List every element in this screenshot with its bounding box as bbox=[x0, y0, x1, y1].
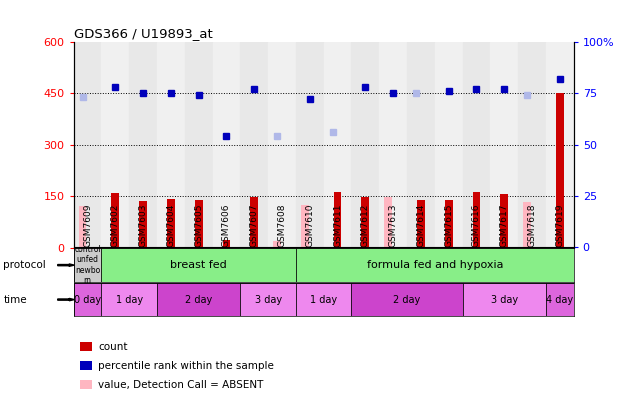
Bar bbox=[185, 42, 213, 248]
Bar bbox=[74, 42, 101, 248]
Bar bbox=[384, 197, 392, 248]
Text: 0 day: 0 day bbox=[74, 295, 101, 305]
Text: 2 day: 2 day bbox=[185, 295, 212, 305]
Bar bbox=[273, 241, 281, 248]
Text: GSM7607: GSM7607 bbox=[250, 203, 259, 247]
Bar bbox=[324, 42, 351, 248]
Bar bbox=[463, 283, 546, 316]
Bar bbox=[157, 42, 185, 248]
Bar bbox=[213, 42, 240, 248]
Bar bbox=[362, 197, 369, 248]
Bar bbox=[445, 200, 453, 248]
Text: GSM7605: GSM7605 bbox=[194, 203, 203, 247]
Bar bbox=[167, 200, 175, 248]
Text: control
unfed
newbo
rn: control unfed newbo rn bbox=[74, 245, 101, 285]
Bar bbox=[101, 42, 129, 248]
Bar bbox=[251, 197, 258, 248]
Text: value, Detection Call = ABSENT: value, Detection Call = ABSENT bbox=[98, 379, 263, 390]
Text: GSM7616: GSM7616 bbox=[472, 203, 481, 247]
Text: GSM7611: GSM7611 bbox=[333, 203, 342, 247]
Text: GSM7608: GSM7608 bbox=[278, 203, 287, 247]
Text: 3 day: 3 day bbox=[491, 295, 518, 305]
Bar bbox=[101, 248, 296, 282]
Bar bbox=[546, 42, 574, 248]
Text: formula fed and hypoxia: formula fed and hypoxia bbox=[367, 260, 503, 270]
Bar bbox=[301, 205, 309, 248]
Text: count: count bbox=[98, 341, 128, 352]
Text: GSM7619: GSM7619 bbox=[555, 203, 564, 247]
Text: GSM7614: GSM7614 bbox=[417, 203, 426, 247]
Bar bbox=[222, 240, 230, 248]
Text: GSM7618: GSM7618 bbox=[528, 203, 537, 247]
Text: GSM7603: GSM7603 bbox=[138, 203, 147, 247]
Text: 3 day: 3 day bbox=[254, 295, 281, 305]
Text: GSM7602: GSM7602 bbox=[111, 203, 120, 247]
Bar bbox=[334, 192, 342, 248]
Bar bbox=[379, 42, 407, 248]
Bar bbox=[79, 206, 87, 248]
Bar bbox=[435, 42, 463, 248]
Bar bbox=[556, 93, 563, 248]
Text: GSM7610: GSM7610 bbox=[305, 203, 314, 247]
Text: breast fed: breast fed bbox=[171, 260, 227, 270]
Bar bbox=[463, 42, 490, 248]
Text: 4 day: 4 day bbox=[546, 295, 573, 305]
Bar bbox=[268, 42, 296, 248]
Bar bbox=[74, 248, 101, 282]
Text: GSM7604: GSM7604 bbox=[167, 203, 176, 247]
Bar bbox=[296, 42, 324, 248]
Text: GSM7606: GSM7606 bbox=[222, 203, 231, 247]
Text: 1 day: 1 day bbox=[310, 295, 337, 305]
Text: time: time bbox=[3, 295, 27, 305]
Text: GDS366 / U19893_at: GDS366 / U19893_at bbox=[74, 27, 212, 40]
Bar bbox=[490, 42, 518, 248]
Text: 2 day: 2 day bbox=[394, 295, 420, 305]
Bar bbox=[157, 283, 240, 316]
Bar bbox=[518, 42, 546, 248]
Text: GSM7612: GSM7612 bbox=[361, 203, 370, 247]
Bar bbox=[195, 200, 203, 248]
Bar bbox=[240, 42, 268, 248]
Bar bbox=[501, 194, 508, 248]
Bar bbox=[112, 192, 119, 248]
Text: GSM7615: GSM7615 bbox=[444, 203, 453, 247]
Text: percentile rank within the sample: percentile rank within the sample bbox=[98, 360, 274, 371]
Text: GSM7617: GSM7617 bbox=[500, 203, 509, 247]
Bar bbox=[296, 248, 574, 282]
Text: GSM7613: GSM7613 bbox=[388, 203, 397, 247]
Bar bbox=[129, 42, 157, 248]
Text: GSM7609: GSM7609 bbox=[83, 203, 92, 247]
Text: 1 day: 1 day bbox=[116, 295, 143, 305]
Bar bbox=[472, 192, 480, 248]
Bar bbox=[523, 202, 531, 248]
Bar bbox=[74, 283, 101, 316]
Bar bbox=[407, 42, 435, 248]
Bar bbox=[351, 42, 379, 248]
Bar bbox=[101, 283, 157, 316]
Bar bbox=[546, 283, 574, 316]
Bar bbox=[240, 283, 296, 316]
Bar bbox=[417, 200, 425, 248]
Bar bbox=[296, 283, 351, 316]
Bar bbox=[351, 283, 463, 316]
Bar bbox=[139, 201, 147, 248]
Text: protocol: protocol bbox=[3, 260, 46, 270]
